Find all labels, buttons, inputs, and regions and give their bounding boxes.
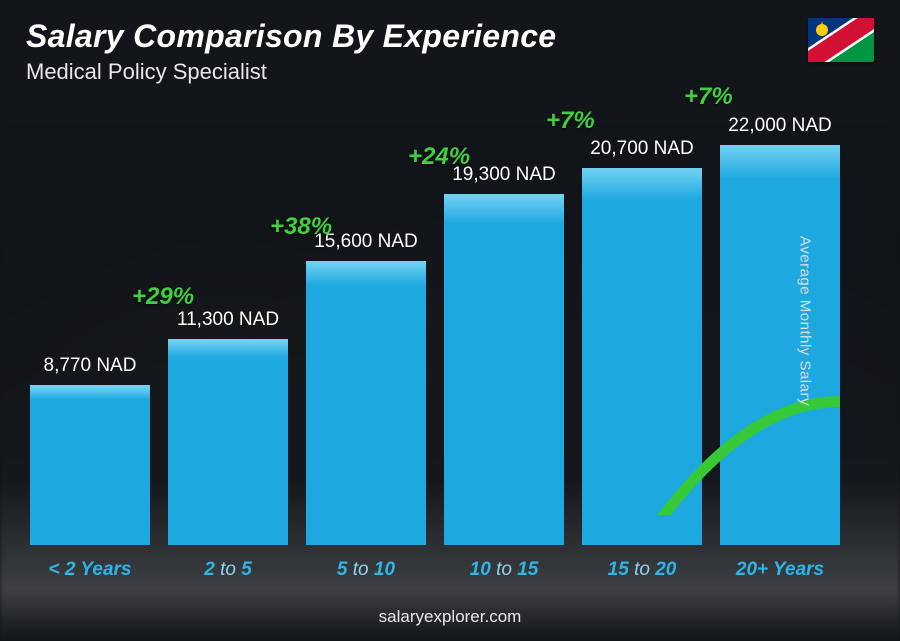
namibia-flag-icon <box>808 18 874 62</box>
chart-subtitle: Medical Policy Specialist <box>26 59 874 85</box>
bar <box>444 194 564 545</box>
increase-pct-label: +7% <box>546 107 595 135</box>
x-axis: < 2 Years 2 to 5 5 to 10 10 to 15 15 to 20 20… <box>30 559 840 581</box>
increase-pct-label: +7% <box>684 83 733 111</box>
bar-slot: 20,700 NAD <box>582 138 702 545</box>
x-axis-label: 15 to 20 <box>582 559 702 581</box>
header: Salary Comparison By Experience Medical … <box>26 18 874 85</box>
bar <box>582 168 702 545</box>
x-axis-label: 10 to 15 <box>444 559 564 581</box>
bar-slot: 22,000 NAD <box>720 115 840 545</box>
bar-slot: 11,300 NAD <box>168 309 288 545</box>
x-axis-label: 5 to 10 <box>306 559 426 581</box>
bar-value-label: 22,000 NAD <box>728 115 832 137</box>
footer-attribution: salaryexplorer.com <box>0 607 900 627</box>
bar-value-label: 11,300 NAD <box>177 309 279 331</box>
bar-value-label: 20,700 NAD <box>590 138 694 160</box>
bar-slot: 15,600 NAD <box>306 231 426 545</box>
bar-slot: 8,770 NAD <box>30 355 150 545</box>
x-axis-label: 20+ Years <box>720 559 840 581</box>
bar-chart: 8,770 NAD 11,300 NAD 15,600 NAD19,300 NAD 2… <box>30 110 840 581</box>
x-axis-label: 2 to 5 <box>168 559 288 581</box>
increase-pct-label: +29% <box>132 283 194 311</box>
chart-title: Salary Comparison By Experience <box>26 18 874 55</box>
bar <box>306 261 426 545</box>
x-axis-label: < 2 Years <box>30 559 150 581</box>
bar <box>30 385 150 545</box>
bars-container: 8,770 NAD 11,300 NAD 15,600 NAD19,300 NAD 2… <box>30 110 840 545</box>
y-axis-label: Average Monthly Salary <box>797 236 814 406</box>
increase-pct-label: +38% <box>270 213 332 241</box>
bar <box>720 145 840 545</box>
bar <box>168 339 288 545</box>
increase-pct-label: +24% <box>408 143 470 171</box>
bar-slot: 19,300 NAD <box>444 164 564 545</box>
bar-value-label: 8,770 NAD <box>44 355 137 377</box>
